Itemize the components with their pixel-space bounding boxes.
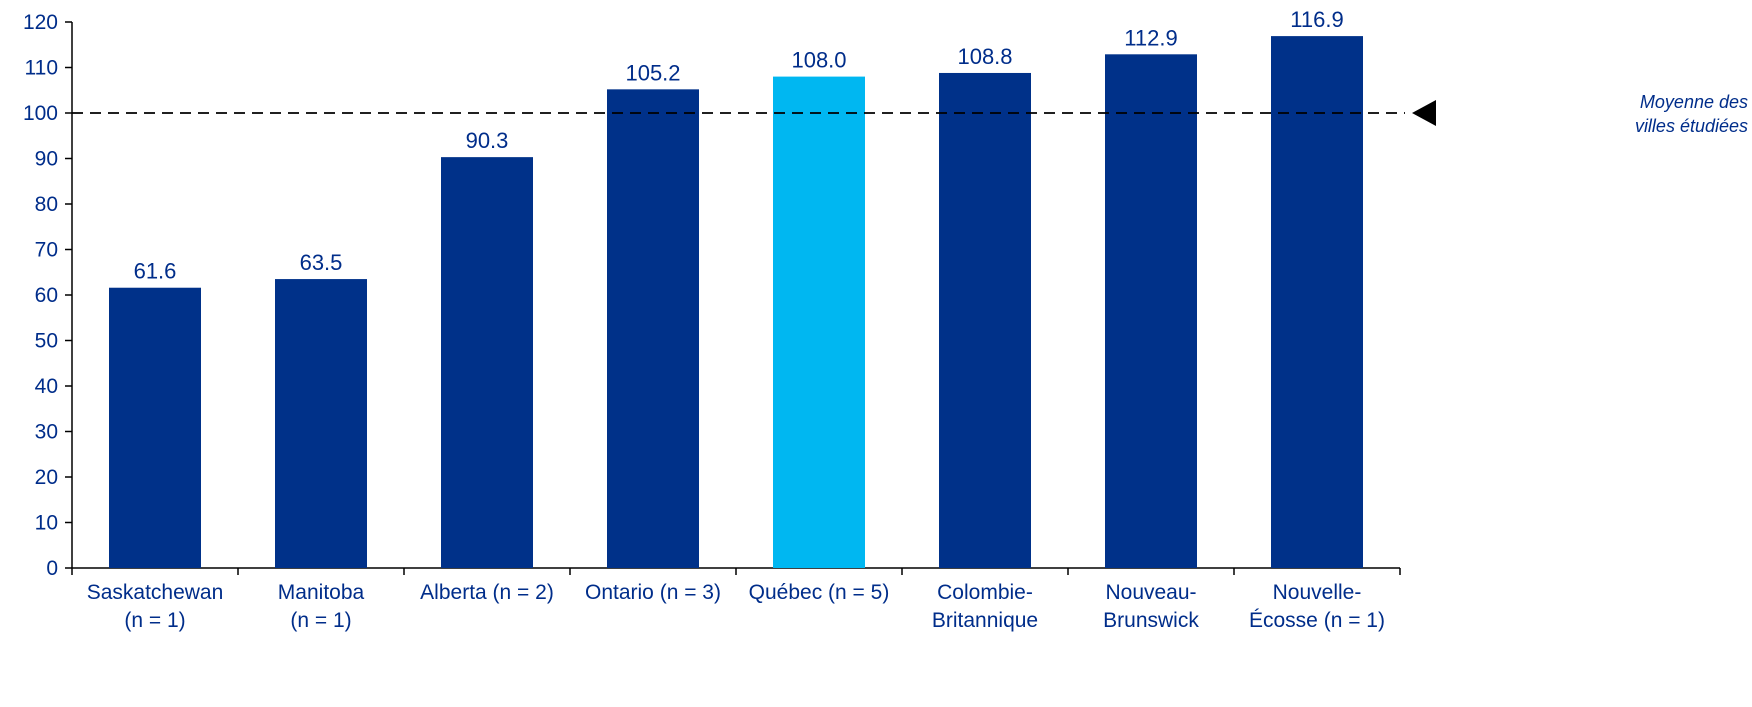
- value-label: 116.9: [1290, 7, 1343, 32]
- value-label: 112.9: [1124, 25, 1177, 50]
- bar: [1271, 36, 1363, 569]
- y-tick-label: 40: [35, 375, 58, 398]
- value-label: 63.5: [300, 250, 343, 275]
- reference-line-group: Moyenne des villes étudiées: [72, 92, 1748, 136]
- y-tick-label: 120: [23, 11, 58, 34]
- y-tick-label: 10: [35, 512, 58, 535]
- value-label: 90.3: [466, 128, 509, 153]
- bars: [109, 36, 1363, 569]
- reference-marker-icon: [1412, 100, 1436, 126]
- y-tick-label: 30: [35, 421, 58, 444]
- y-tick-label: 60: [35, 284, 58, 307]
- x-category-label: (n = 1): [124, 609, 185, 632]
- axes: 0 10 20 30 40 50 60 70 80 90 100 110 120 Saskatchewan…: [23, 11, 1401, 632]
- bar: [109, 287, 201, 568]
- y-tick-label: 100: [23, 102, 58, 125]
- reference-label: Moyenne des: [1640, 92, 1748, 112]
- x-category-label: Britannique: [932, 609, 1038, 632]
- y-tick-label: 90: [35, 148, 58, 171]
- y-tick-label: 20: [35, 466, 58, 489]
- x-category-label: Écosse (n = 1): [1249, 609, 1385, 632]
- bar: [607, 89, 699, 568]
- value-label: 61.6: [134, 259, 177, 284]
- y-tick-label: 110: [25, 57, 58, 80]
- x-category-label: Québec (n = 5): [749, 581, 890, 604]
- x-category-label: Colombie-: [937, 581, 1033, 604]
- bar: [1105, 54, 1197, 569]
- x-category-label: Brunswick: [1103, 609, 1199, 632]
- y-tick-label: 50: [35, 330, 58, 353]
- x-category-label: (n = 1): [290, 609, 351, 632]
- value-label: 105.2: [625, 60, 680, 85]
- y-tick-label: 80: [35, 193, 58, 216]
- y-tick-label: 70: [35, 239, 58, 262]
- bar: [939, 72, 1031, 569]
- y-tick-label: 0: [46, 557, 58, 580]
- x-category-label: Saskatchewan: [87, 581, 224, 604]
- bar: [275, 279, 367, 568]
- x-category-label: Manitoba: [278, 581, 365, 604]
- reference-label: villes étudiées: [1635, 116, 1748, 136]
- x-category-label: Alberta (n = 2): [420, 581, 554, 604]
- x-category-label: Ontario (n = 3): [585, 581, 721, 604]
- x-category-label: Nouveau-: [1105, 581, 1196, 604]
- data-labels: 61.6 63.5 90.3 105.2 108.0 108.8 112.9 116.9: [134, 7, 1344, 284]
- value-label: 108.0: [791, 48, 846, 73]
- bar-highlighted: [773, 76, 865, 568]
- value-label: 108.8: [957, 44, 1012, 69]
- x-category-label: Nouvelle-: [1273, 581, 1362, 604]
- bar: [441, 157, 533, 568]
